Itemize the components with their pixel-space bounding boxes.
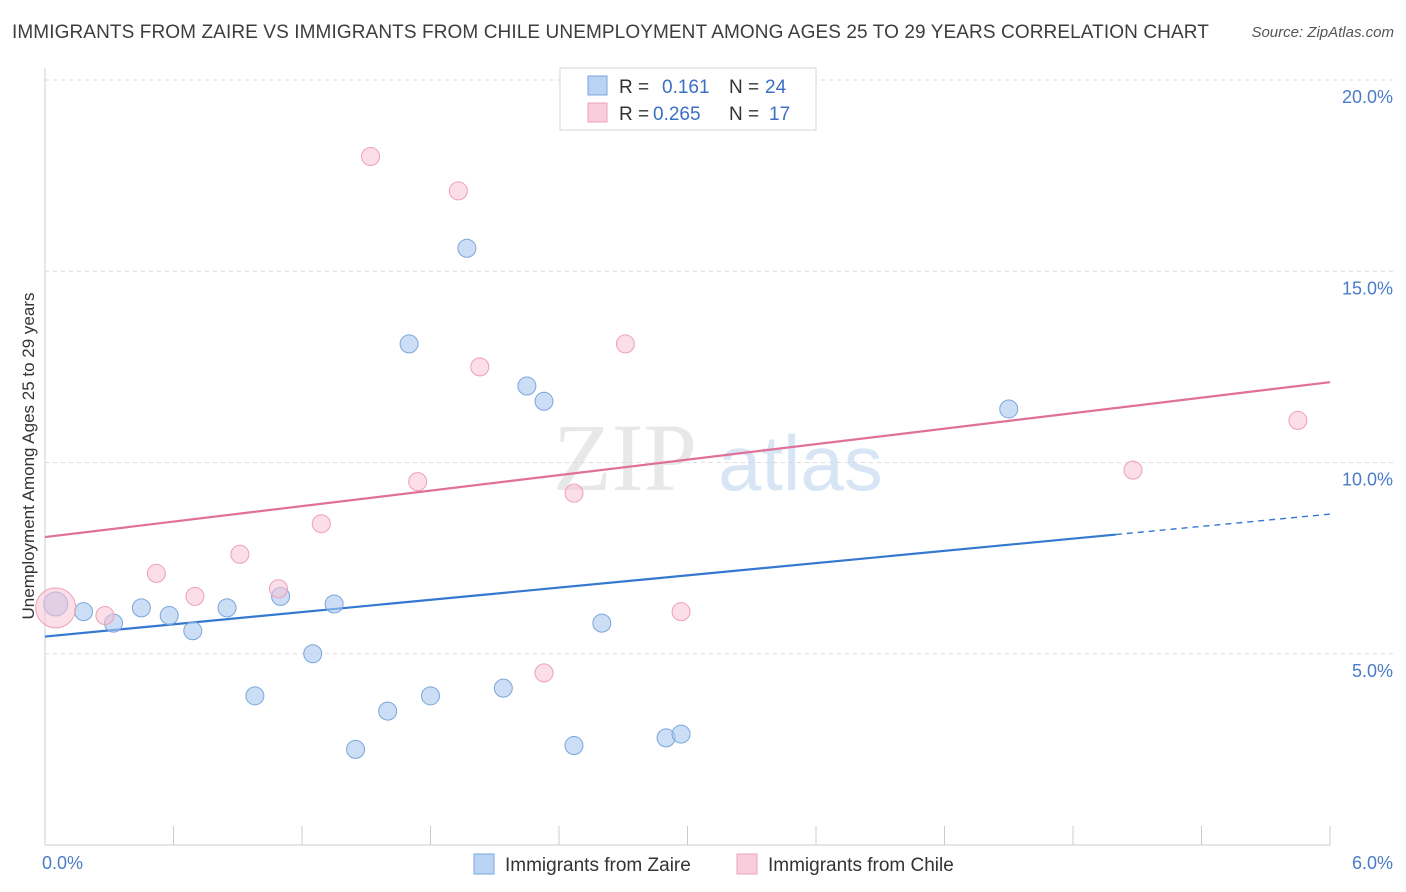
data-point-series-0 bbox=[346, 739, 366, 759]
legend-n-label-zaire: N = bbox=[729, 77, 759, 98]
bottom-legend-label-chile: Immigrants from Chile bbox=[768, 855, 954, 876]
legend-n-value-zaire: 24 bbox=[765, 77, 787, 98]
y-tick-labels: 5.0% 10.0% 15.0% 20.0% bbox=[1342, 87, 1393, 681]
data-point-series-0 bbox=[303, 644, 323, 664]
trend-line-series-0 bbox=[44, 533, 1116, 638]
data-point-series-0 bbox=[457, 238, 477, 258]
legend-r-label-chile: R = bbox=[619, 104, 649, 125]
y-tick-label: 15.0% bbox=[1342, 278, 1393, 298]
bottom-legend: Immigrants from Zaire Immigrants from Ch… bbox=[473, 853, 954, 876]
y-tick-label: 5.0% bbox=[1352, 661, 1393, 681]
data-point-series-0 bbox=[493, 678, 513, 698]
legend-n-value-chile: 17 bbox=[769, 104, 790, 125]
data-point-series-0 bbox=[217, 598, 237, 618]
data-point-series-0 bbox=[245, 686, 265, 706]
data-point-series-1 bbox=[615, 334, 635, 354]
data-point-series-0 bbox=[592, 613, 612, 633]
data-point-series-1 bbox=[470, 357, 490, 377]
x-tick-label-min: 0.0% bbox=[42, 853, 83, 873]
data-point-series-1 bbox=[146, 563, 166, 583]
data-point-series-1 bbox=[311, 514, 331, 534]
trend-line-series-1 bbox=[44, 381, 1331, 539]
chart-title: IMMIGRANTS FROM ZAIRE VS IMMIGRANTS FROM… bbox=[12, 22, 1209, 43]
data-point-series-0 bbox=[564, 736, 584, 756]
y-axis-label: Unemployment Among Ages 25 to 29 years bbox=[19, 293, 38, 620]
x-tick-marks bbox=[173, 826, 1331, 845]
legend-box: R = 0.161 N = 24 R = 0.265 N = 17 bbox=[559, 67, 817, 131]
data-point-series-1 bbox=[361, 147, 381, 166]
trend-line-dashed-series-0 bbox=[1115, 513, 1331, 536]
data-point-series-0 bbox=[517, 376, 537, 396]
data-point-series-0 bbox=[159, 606, 179, 625]
data-point-series-0 bbox=[131, 598, 151, 618]
data-point-series-0 bbox=[183, 621, 203, 641]
legend-n-label-chile: N = bbox=[729, 104, 759, 125]
data-point-series-1 bbox=[95, 606, 115, 625]
data-point-series-1 bbox=[564, 483, 584, 503]
data-point-series-0 bbox=[74, 602, 94, 622]
data-point-series-1 bbox=[448, 181, 468, 201]
bottom-legend-swatch-zaire bbox=[473, 853, 495, 875]
x-tick-label-max: 6.0% bbox=[1352, 853, 1393, 873]
data-point-series-0 bbox=[324, 594, 344, 614]
data-point-series-1 bbox=[185, 586, 205, 606]
data-point-series-1 bbox=[1288, 410, 1308, 430]
data-point-series-0 bbox=[421, 686, 440, 706]
legend-swatch-zaire bbox=[587, 75, 608, 96]
grid-layer bbox=[45, 79, 1393, 655]
data-point-series-1 bbox=[408, 472, 428, 492]
legend-swatch-chile bbox=[587, 102, 608, 123]
y-tick-label: 20.0% bbox=[1342, 87, 1393, 107]
bottom-legend-swatch-chile bbox=[736, 853, 758, 875]
trend-layer bbox=[44, 381, 1331, 638]
data-point-series-1 bbox=[230, 544, 250, 564]
data-point-series-0 bbox=[534, 391, 554, 411]
data-point-series-0 bbox=[399, 334, 419, 354]
data-point-series-1 bbox=[268, 579, 288, 599]
bottom-legend-label-zaire: Immigrants from Zaire bbox=[505, 855, 691, 876]
data-point-series-0 bbox=[378, 701, 398, 721]
data-point-series-1 bbox=[1123, 460, 1143, 480]
data-point-series-1 bbox=[534, 663, 554, 683]
data-point-series-0 bbox=[671, 724, 691, 744]
chart-source: Source: ZipAtlas.com bbox=[1251, 24, 1394, 41]
y-tick-label: 10.0% bbox=[1342, 470, 1393, 490]
data-point-series-1 bbox=[671, 602, 691, 622]
watermark-atlas: atlas bbox=[718, 419, 883, 507]
data-point-series-1 bbox=[35, 587, 77, 629]
legend-r-value-zaire: 0.161 bbox=[662, 77, 710, 98]
legend-r-label-zaire: R = bbox=[619, 77, 649, 98]
data-point-series-0 bbox=[999, 399, 1019, 419]
points-layer bbox=[35, 147, 1308, 759]
legend-r-value-chile: 0.265 bbox=[653, 104, 701, 125]
